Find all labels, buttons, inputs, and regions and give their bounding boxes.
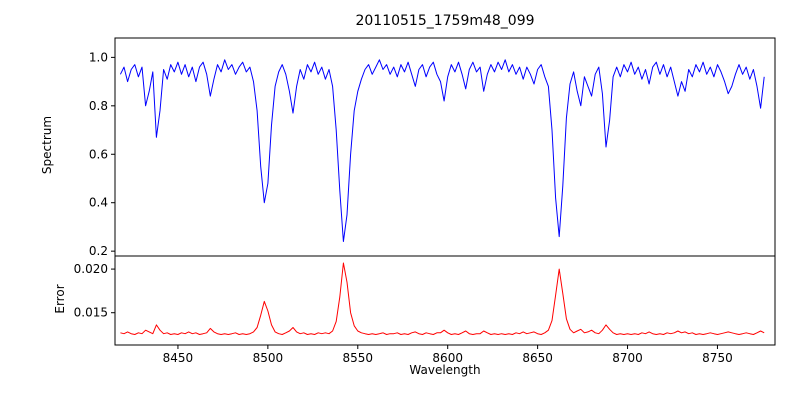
x-tick-label: 8450 (163, 351, 194, 365)
y-tick-label: 0.020 (74, 262, 108, 276)
x-tick-label: 8600 (432, 351, 463, 365)
y-tick-label: 0.015 (74, 306, 108, 320)
x-tick-label: 8650 (522, 351, 553, 365)
y-tick-label: 0.4 (89, 196, 108, 210)
axes-frame-spectrum (114, 37, 776, 257)
chart-title: 20110515_1759m48_099 (355, 13, 535, 29)
x-tick-label: 8550 (343, 351, 374, 365)
x-axis-label: Wavelength (409, 363, 481, 377)
error-axis-label: Error (53, 284, 67, 314)
x-tick-label: 8500 (253, 351, 284, 365)
spectrum-line (119, 59, 765, 242)
y-tick-label: 0.8 (89, 99, 108, 113)
y-tick-label: 1.0 (89, 50, 108, 64)
x-tick-label: 8750 (702, 351, 733, 365)
x-tick-label: 8700 (612, 351, 643, 365)
error-line (120, 262, 765, 335)
y-tick-label: 0.6 (89, 147, 108, 161)
y-tick-label: 0.2 (89, 244, 108, 258)
spectrum-axis-label: Spectrum (40, 115, 54, 175)
axes-frame-error (114, 255, 776, 346)
